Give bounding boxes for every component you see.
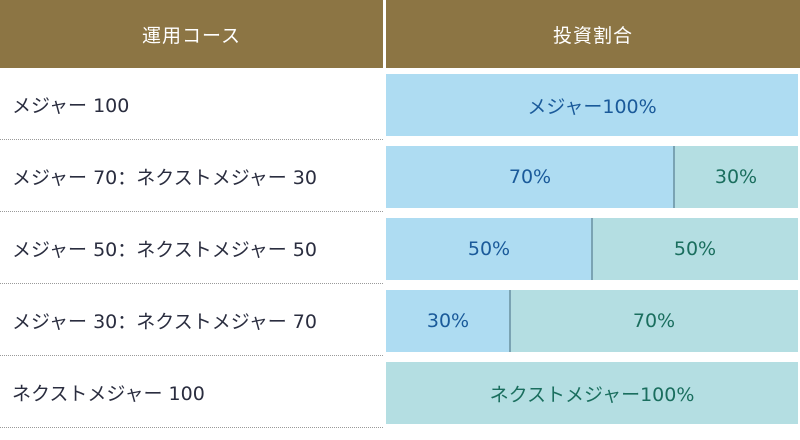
- next-major-segment: 30%: [674, 146, 798, 208]
- major-segment: メジャー100%: [386, 74, 798, 136]
- course-label: メジャー 30：ネクストメジャー 70: [12, 310, 317, 333]
- course-label: ネクストメジャー 100: [12, 382, 205, 405]
- table-header: 運用コース 投資割合: [0, 0, 800, 68]
- table-row: メジャー 100 メジャー100%: [0, 68, 800, 140]
- row-divider: [0, 139, 383, 140]
- row-divider: [0, 427, 383, 428]
- major-segment: 30%: [386, 290, 510, 352]
- segment-separator: [673, 146, 675, 208]
- segment-separator: [591, 218, 593, 280]
- allocation-bar: メジャー100%: [386, 74, 798, 136]
- allocation-bar: 30% 70%: [386, 290, 798, 352]
- row-divider: [0, 355, 383, 356]
- course-label: メジャー 70：ネクストメジャー 30: [12, 166, 317, 189]
- segment-separator: [509, 290, 511, 352]
- header-course: 運用コース: [0, 0, 383, 68]
- table-row: メジャー 30：ネクストメジャー 70 30% 70%: [0, 284, 800, 356]
- header-course-label: 運用コース: [141, 24, 242, 47]
- allocation-bar: 50% 50%: [386, 218, 798, 280]
- allocation-bar: 70% 30%: [386, 146, 798, 208]
- header-ratio: 投資割合: [386, 0, 800, 68]
- major-segment: 50%: [386, 218, 592, 280]
- table-row: メジャー 70：ネクストメジャー 30 70% 30%: [0, 140, 800, 212]
- course-label: メジャー 100: [12, 94, 130, 117]
- row-divider: [0, 283, 383, 284]
- course-label: メジャー 50：ネクストメジャー 50: [12, 238, 317, 261]
- next-major-segment: 50%: [592, 218, 798, 280]
- row-divider: [0, 211, 383, 212]
- next-major-segment: 70%: [510, 290, 798, 352]
- table-row: メジャー 50：ネクストメジャー 50 50% 50%: [0, 212, 800, 284]
- major-segment: 70%: [386, 146, 674, 208]
- header-ratio-label: 投資割合: [552, 24, 633, 47]
- table-row: ネクストメジャー 100 ネクストメジャー100%: [0, 356, 800, 428]
- next-major-segment: ネクストメジャー100%: [386, 362, 798, 424]
- allocation-bar: ネクストメジャー100%: [386, 362, 798, 424]
